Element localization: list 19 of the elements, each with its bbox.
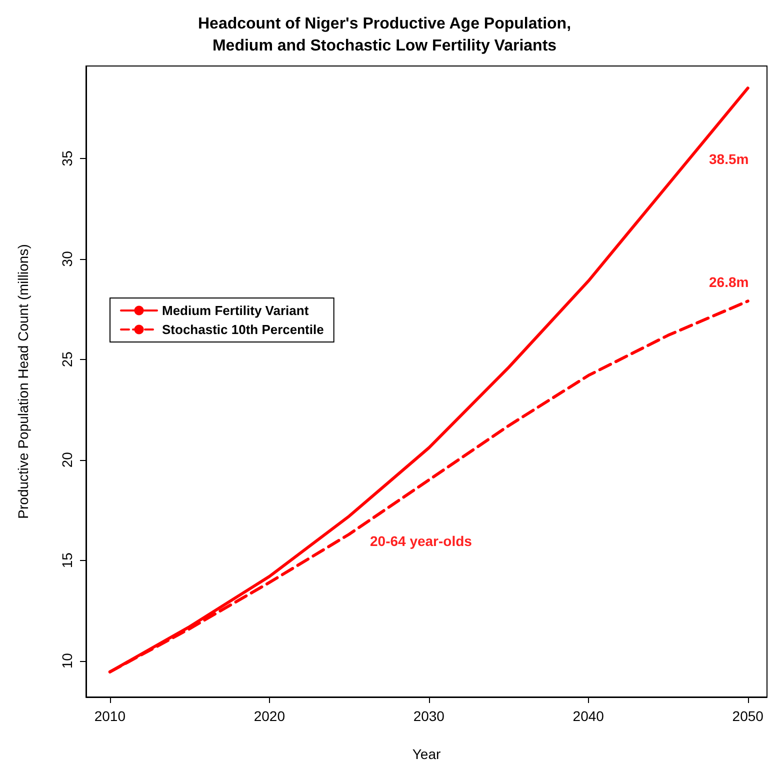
x-tick-label: 2010 (94, 708, 126, 724)
x-tick-label: 2040 (572, 708, 604, 724)
x-tick-label: 2030 (413, 708, 445, 724)
annotation: 20-64 year-olds (370, 533, 472, 549)
y-tick-label: 15 (59, 552, 75, 568)
annotation: 26.8m (709, 274, 749, 290)
y-tick-label: 10 (59, 652, 75, 669)
x-tick-label: 2050 (732, 708, 764, 724)
chart-title: Headcount of Niger's Productive Age Population, Medium and Stochastic Low Fertility Variants (198, 16, 572, 54)
y-axis-title: Productive Population Head Count (millions) (15, 244, 31, 519)
x-tick-label: 2020 (254, 708, 286, 724)
legend-label: Stochastic 10th Percentile (162, 322, 324, 337)
y-tick-label: 35 (59, 150, 75, 166)
annotation: 38.5m (709, 151, 749, 167)
y-tick-label: 30 (59, 250, 75, 267)
x-axis-title: Year (412, 746, 441, 762)
y-tick-label: 20 (59, 452, 75, 468)
legend-label: Medium Fertility Variant (162, 303, 310, 318)
y-tick-label: 25 (59, 351, 75, 368)
